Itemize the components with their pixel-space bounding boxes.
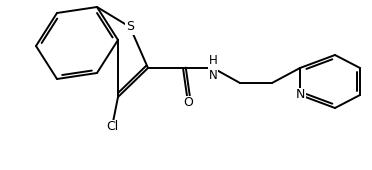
Text: Cl: Cl: [106, 121, 118, 133]
Text: S: S: [126, 21, 134, 33]
Text: O: O: [183, 97, 193, 109]
Text: H
N: H N: [209, 54, 217, 82]
Text: N: N: [295, 89, 305, 101]
